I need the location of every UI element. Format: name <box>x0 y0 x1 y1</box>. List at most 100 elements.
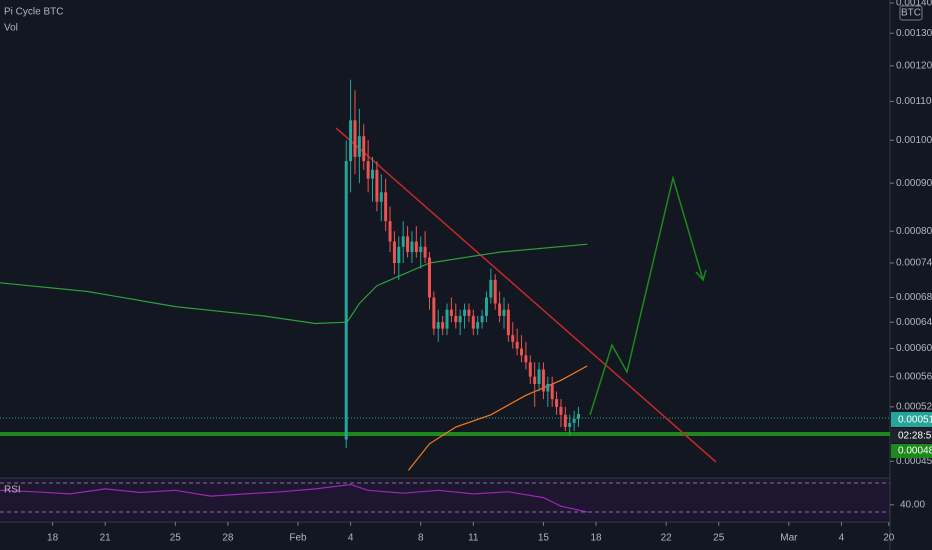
rsi-tick-label: 40.00 <box>900 499 925 510</box>
candle-body <box>546 384 550 392</box>
rsi-pane <box>0 478 890 520</box>
candle-body <box>471 315 475 329</box>
candle-body <box>559 406 563 415</box>
candle-body <box>533 376 537 385</box>
candle-body <box>419 246 423 253</box>
candle-body <box>379 192 383 202</box>
candle-body <box>441 322 445 329</box>
candle-body <box>572 418 576 423</box>
rsi-label: RSI <box>4 485 21 496</box>
projection-path[interactable] <box>589 175 704 416</box>
x-tick-label: Mar <box>780 533 798 544</box>
candle-body <box>414 241 418 253</box>
candle-body <box>375 169 379 202</box>
candle-body <box>537 369 541 385</box>
countdown-tag <box>891 428 932 443</box>
candle-body <box>489 279 493 298</box>
moving-average <box>407 365 588 471</box>
trend-line[interactable] <box>335 127 717 463</box>
candle-body <box>401 236 405 247</box>
candle-body <box>349 120 353 162</box>
candle-body <box>410 241 414 253</box>
candle-body <box>541 369 545 392</box>
x-tick-label: 20 <box>883 533 895 544</box>
candle-body <box>458 315 462 323</box>
candle-body <box>467 309 471 316</box>
projection-arrowhead <box>695 269 707 282</box>
x-tick-label: Feb <box>289 533 307 544</box>
candle-body <box>449 309 453 316</box>
candle-body <box>568 422 572 427</box>
x-tick-label: 21 <box>100 533 112 544</box>
candle-body <box>384 192 388 222</box>
candle-body <box>392 241 396 263</box>
x-tick-label: 25 <box>170 533 182 544</box>
candle-body <box>371 169 375 179</box>
candle-body <box>502 309 506 316</box>
chart-title: Pi Cycle BTC <box>4 7 63 18</box>
rsi-line <box>0 483 588 513</box>
currency-box <box>899 5 923 21</box>
candle-body <box>484 297 488 316</box>
candle-body <box>406 236 410 253</box>
candle-body <box>366 161 370 179</box>
currency: BTC <box>901 8 921 19</box>
candle-body <box>423 246 427 258</box>
candle-body <box>528 362 532 377</box>
candle-body <box>555 399 559 407</box>
candle-body <box>550 384 554 400</box>
candle-body <box>576 413 580 419</box>
candle-body <box>515 341 519 349</box>
candle-body <box>563 414 567 427</box>
candle-body <box>463 309 467 316</box>
x-tick-label: 25 <box>713 533 725 544</box>
countdown: 02:28:53 <box>898 431 932 442</box>
candle-body <box>524 355 528 363</box>
candle-body <box>493 279 497 304</box>
support-price: 0.000481 <box>898 446 932 457</box>
x-tick-label: 15 <box>538 533 550 544</box>
candle-body <box>480 315 484 323</box>
volume-label: Vol <box>4 23 18 34</box>
y-tick-label: 0.000455 <box>896 456 932 467</box>
candle-body <box>445 309 449 329</box>
candle-body <box>427 257 431 298</box>
candle-body <box>353 120 357 157</box>
candle-body <box>520 348 524 356</box>
x-tick-label: 22 <box>661 533 673 544</box>
x-tick-label: 11 <box>468 533 479 544</box>
x-tick-label: 4 <box>348 533 354 544</box>
x-tick-label: 8 <box>418 533 424 544</box>
candle-body <box>436 322 440 329</box>
last-price: 0.000511 <box>898 415 932 426</box>
candle-body <box>397 246 401 263</box>
candle-body <box>357 136 361 157</box>
candle-body <box>476 322 480 329</box>
candle-body <box>432 297 436 329</box>
candle-body <box>511 335 515 342</box>
x-tick-label: 18 <box>47 533 59 544</box>
support-price-tag <box>891 444 932 458</box>
x-tick-label: 4 <box>839 533 845 544</box>
candle-body <box>388 221 392 242</box>
candle-body <box>362 136 366 162</box>
candle-body <box>454 315 458 323</box>
x-tick-label: 18 <box>590 533 602 544</box>
x-tick-label: 28 <box>222 533 234 544</box>
